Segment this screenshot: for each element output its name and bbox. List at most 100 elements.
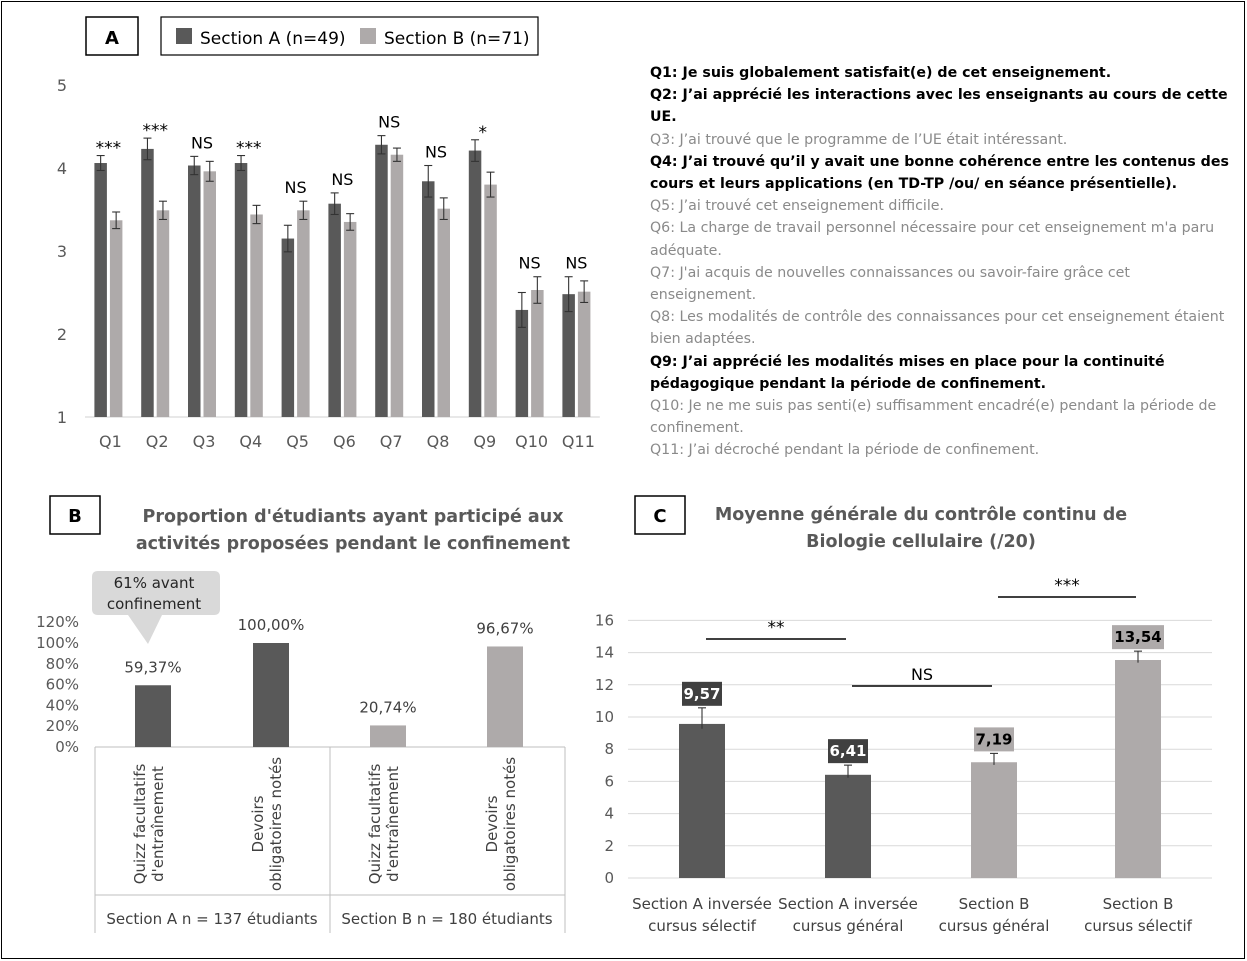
chart-a-bar-q2-series-1 (141, 148, 154, 417)
panel-c-letter: C (653, 506, 666, 527)
chart-c-category-label-line1: Section A inversée (778, 895, 918, 913)
chart-a-bar-q2-series-2 (156, 210, 170, 417)
chart-a-bar-q6-series-2 (343, 221, 357, 417)
question-3: Q3: J’ai trouvé que le programme de l’UE… (650, 131, 1068, 148)
chart-a-xtick-q4: Q4 (239, 432, 262, 451)
chart-a-significance-q4: *** (236, 139, 262, 159)
chart-a-bar-q11-series-2 (577, 291, 591, 417)
chart-b-group-label-section-b: Section B n = 180 étudiants (341, 910, 552, 928)
question-9: Q9: J’ai apprécié les modalités mises en… (650, 353, 1165, 392)
chart-b-ytick-label: 60% (46, 676, 79, 694)
legend-box (160, 16, 539, 56)
chart-c-plot: 0 2 4 6 8 10 12 14 16 9,57 Section A inversée cursu… (595, 576, 1212, 935)
question-7: Q7: J'ai acquis de nouvelles connaissanc… (650, 264, 1130, 304)
chart-b-callout-bubble (92, 571, 220, 644)
chart-c-ytick-label: 0 (604, 869, 614, 887)
panel-c-title-line2: Biologie cellulaire (/20) (806, 532, 1036, 552)
chart-b-ytick-label: 40% (46, 696, 79, 714)
chart-a-xtick-q6: Q6 (333, 432, 356, 451)
legend-swatch-section-a (176, 28, 192, 44)
panel-b-title-line1: Proportion d'étudiants ayant participé a… (143, 507, 565, 527)
chart-a-bar-q9-series-2 (484, 184, 497, 417)
chart-b-category-label-line2: obligatoires notés (267, 757, 285, 891)
chart-a-bar-q7-series-1 (375, 144, 388, 417)
chart-c-bar-1 (679, 723, 725, 878)
chart-c-comparison-label: *** (1054, 576, 1080, 596)
question-4: Q4: J’ai trouvé qu’il y avait une bonne … (650, 153, 1229, 193)
chart-c-category-label-line1: Section A inversée (632, 895, 772, 913)
legend-swatch-section-b (360, 28, 376, 44)
chart-c-category-label-line2: cursus général (939, 917, 1050, 935)
chart-a-xtick-q10: Q10 (515, 432, 548, 451)
chart-b-bar-1 (135, 685, 171, 747)
chart-b-ytick-label: 20% (46, 717, 79, 735)
chart-c-comparison-label: NS (911, 665, 933, 684)
chart-c-comparison-label: ** (768, 618, 785, 638)
chart-a-ytick-label: 1 (57, 408, 67, 427)
chart-b-callout-line1: 61% avant (114, 574, 195, 592)
question-11: Q11: J’ai décroché pendant la période de… (650, 442, 1040, 459)
chart-b-group-label-section-a: Section A n = 137 étudiants (106, 910, 317, 928)
chart-b-data-label-1: 59,37% (124, 658, 181, 676)
chart-b-plot: 0% 20% 40% 60% 80% 100% 120% 59,37% Quizz facult… (36, 571, 566, 933)
chart-a-bar-q8-series-1 (422, 181, 435, 417)
chart-c-data-label-3: 7,19 (975, 730, 1012, 748)
chart-a-bar-q10-series-2 (531, 290, 544, 417)
chart-a-significance-q11: NS (565, 254, 587, 273)
chart-c-ytick-label: 2 (604, 837, 614, 855)
chart-a-xtick-q7: Q7 (380, 432, 403, 451)
chart-a-xtick-q5: Q5 (286, 432, 309, 451)
chart-a-xtick-q11: Q11 (562, 432, 595, 451)
chart-b-ytick-label: 80% (46, 655, 79, 673)
question-6: Q6: La charge de travail personnel néces… (650, 220, 1215, 259)
chart-a-bar-q9-series-1 (468, 150, 482, 417)
chart-c-data-label-box-2 (828, 739, 868, 764)
chart-c-ytick-label: 16 (595, 611, 614, 629)
chart-c-ytick-label: 6 (604, 772, 614, 790)
chart-b-bar-2 (253, 643, 289, 747)
chart-a-bar-q8-series-2 (437, 208, 450, 417)
chart-c-data-label-box-1 (682, 681, 722, 706)
chart-b-ytick-label: 120% (36, 613, 79, 631)
chart-a-bar-q3-series-1 (188, 165, 201, 417)
chart-c-data-label-1: 9,57 (683, 685, 720, 703)
chart-a-bar-q5-series-1 (281, 238, 295, 417)
chart-a-xtick-q2: Q2 (146, 432, 169, 451)
chart-a-bar-q4-series-2 (250, 214, 263, 417)
panel-a-letter-box (85, 16, 139, 56)
chart-b-bar-3 (370, 725, 406, 747)
chart-b-callout-line2: confinement (107, 595, 201, 613)
chart-a-ytick-label: 3 (57, 242, 67, 261)
panel-b-letter: B (68, 506, 82, 527)
chart-b-category-label-line2: d'entraînement (384, 766, 402, 882)
chart-b-data-label-2: 100,00% (238, 616, 305, 634)
chart-b-category-label-line2: d'entraînement (149, 766, 167, 882)
chart-a-bar-q1-series-1 (94, 163, 107, 417)
chart-a-xtick-q9: Q9 (473, 432, 496, 451)
chart-a-ytick-label: 4 (57, 159, 67, 178)
chart-a-significance-q7: NS (378, 113, 400, 132)
chart-a-significance-q5: NS (285, 178, 307, 197)
chart-c-data-label-2: 6,41 (829, 742, 866, 760)
chart-a-xtick-q1: Q1 (99, 432, 122, 451)
chart-a-bar-q5-series-2 (297, 210, 310, 417)
chart-c-category-label-line2: cursus sélectif (1084, 917, 1193, 935)
chart-c-data-label-box-4 (1112, 625, 1164, 650)
chart-a-xtick-q3: Q3 (193, 432, 216, 451)
chart-b-ytick-label: 100% (36, 634, 79, 652)
chart-a-ytick-label: 2 (57, 325, 67, 344)
chart-c-category-label-line1: Section B (1103, 895, 1174, 913)
chart-c-bar-2 (825, 774, 871, 878)
chart-a-bar-q10-series-1 (515, 309, 529, 417)
chart-c-ytick-label: 14 (595, 644, 614, 662)
panel-b-letter-box (49, 495, 101, 535)
chart-a-bar-q4-series-1 (234, 163, 248, 417)
chart-b-data-label-4: 96,67% (476, 619, 533, 637)
question-list: Q1: Je suis globalement satisfait(e) de … (650, 62, 1230, 462)
panel-c-title-line1: Moyenne générale du contrôle continu de (715, 505, 1127, 525)
chart-a-significance-q10: NS (519, 254, 541, 273)
chart-a-ytick-label: 5 (57, 76, 67, 95)
chart-a-plot: 1 2 3 4 5 *** Q1 *** Q2 NS Q3 *** Q4 NS Q5 NS Q6 NS Q7 NS Q8… (57, 76, 600, 451)
